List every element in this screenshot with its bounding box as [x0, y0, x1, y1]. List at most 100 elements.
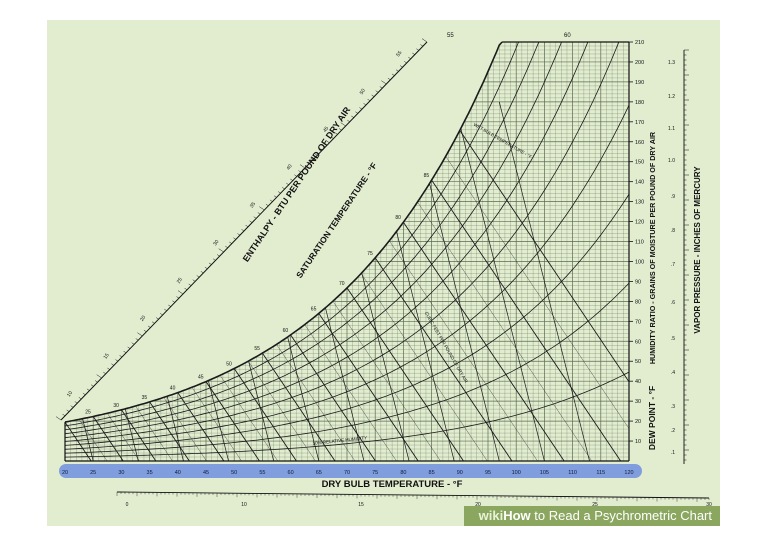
dew-point-label: DEW POINT - °F	[647, 386, 657, 450]
x-tick-label: 40	[175, 470, 181, 476]
specific-volume-line	[498, 101, 590, 461]
enthalpy-tick	[408, 56, 411, 60]
vapor-pressure-tick-label: 1.3	[668, 60, 675, 66]
y-tick-label: 210	[635, 40, 644, 46]
dry-bulb-axis-highlight	[59, 464, 642, 478]
relative-humidity-label: 10% RELATIVE HUMIDITY	[312, 435, 367, 446]
y-tick-label: 100	[635, 259, 644, 265]
enthalpy-tick	[404, 61, 407, 64]
wikihow-watermark: wikiHow to Read a Psychrometric Chart	[464, 506, 720, 526]
y-tick-label: 130	[635, 200, 644, 206]
enthalpy-tick-label: 30	[212, 239, 220, 247]
saturation-tick-label: 25	[85, 409, 91, 415]
wet-bulb-minor-line	[445, 156, 629, 461]
wet-bulb-line	[459, 130, 629, 461]
psychrometric-chart-figure: 20 25 30 35 40 45 50 55 60 65 70 75 80 85 90 95 100 105 11…	[47, 20, 720, 526]
bottom-scale-tick-label: 10	[241, 502, 247, 508]
enthalpy-tick	[371, 94, 375, 97]
enthalpy-tick	[412, 52, 415, 55]
y-tick-label: 30	[635, 399, 641, 405]
wet-bulb-line	[92, 416, 124, 461]
watermark-title: to Read a Psychrometric Chart	[534, 508, 712, 523]
relative-humidity-curve	[65, 371, 629, 458]
wet-bulb-minor-line	[135, 405, 173, 461]
enthalpy-tick	[330, 136, 334, 139]
enthalpy-tick	[421, 38, 428, 43]
saturation-temperature-label: SATURATION TEMPERATURE - °F	[294, 161, 379, 280]
y-tick-label: 10	[635, 439, 641, 445]
x-tick-label: 120	[624, 470, 633, 476]
saturation-tick-label: 60	[283, 328, 289, 334]
enthalpy-tick	[310, 157, 314, 160]
relative-humidity-curve	[65, 282, 629, 454]
enthalpy-tick	[168, 304, 171, 307]
enthalpy-tick	[314, 153, 318, 156]
enthalpy-tick	[208, 262, 212, 265]
saturation-tick-label: 30	[113, 403, 119, 409]
y-tick-label: 50	[635, 359, 641, 365]
enthalpy-tick	[218, 248, 224, 253]
x-tick-label: 45	[203, 470, 209, 476]
enthalpy-tick	[294, 174, 298, 177]
enthalpy-tick	[387, 77, 391, 81]
bottom-scale-tick-label: 30	[706, 502, 712, 508]
enthalpy-tick	[74, 401, 78, 404]
bottom-scale-tick-label: 0	[126, 502, 129, 508]
y-tick-label: 70	[635, 319, 641, 325]
wet-bulb-minor-line	[276, 344, 356, 461]
wet-bulb-minor-line	[417, 201, 592, 461]
top-tick-55: 55	[447, 33, 454, 39]
wet-bulb-line	[290, 334, 376, 461]
enthalpy-tick-label: 45	[322, 125, 330, 133]
x-tick-label: 105	[540, 470, 549, 476]
enthalpy-tick	[135, 338, 139, 341]
enthalpy-tick	[391, 73, 395, 76]
x-tick-label: 65	[316, 470, 322, 476]
vapor-pressure-tick-label: 1.2	[668, 94, 675, 100]
enthalpy-tick	[375, 90, 379, 93]
enthalpy-tick	[322, 145, 326, 148]
enthalpy-tick	[334, 132, 338, 135]
enthalpy-tick-label: 15	[103, 352, 111, 360]
enthalpy-tick-label: 35	[249, 201, 257, 209]
enthalpy-tick-label: 40	[286, 163, 294, 171]
x-tick-label: 115	[596, 470, 605, 476]
watermark-brand-wiki: wiki	[478, 508, 504, 523]
wet-bulb-minor-line	[304, 324, 397, 461]
enthalpy-tick	[160, 313, 163, 316]
wet-bulb-line	[431, 179, 622, 461]
enthalpy-tick	[225, 245, 228, 249]
psychrometric-chart: 20 25 30 35 40 45 50 55 60 65 70 75 80 85 90 95 100 105 11…	[55, 33, 712, 508]
enthalpy-tick	[245, 224, 249, 228]
enthalpy-tick	[363, 103, 367, 106]
enthalpy-tick	[265, 203, 269, 207]
wet-bulb-line	[233, 368, 297, 461]
enthalpy-tick	[229, 241, 232, 244]
x-tick-label: 20	[62, 470, 68, 476]
vapor-pressure-label: VAPOR PRESSURE - INCHES OF MERCURY	[693, 166, 702, 334]
enthalpy-tick	[282, 187, 285, 190]
wet-bulb-line	[318, 313, 419, 461]
enthalpy-tick	[78, 397, 82, 400]
saturation-tick-label: 80	[395, 215, 401, 221]
x-axis-label: DRY BULB TEMPERATURE - °F	[322, 479, 463, 490]
enthalpy-tick	[237, 233, 241, 236]
enthalpy-tick	[86, 388, 90, 391]
enthalpy-label: ENTHALPY - BTU PER POUND OF DRY AIR	[241, 105, 353, 264]
bottom-scale-tick-label: 15	[358, 502, 364, 508]
enthalpy-tick	[155, 317, 159, 320]
wet-bulb-label: WET BULB TEMPERATURE - °F	[473, 122, 533, 160]
enthalpy-tick	[96, 374, 102, 379]
relative-humidity-curve	[65, 193, 629, 450]
wet-bulb-line	[149, 401, 190, 461]
enthalpy-tick	[127, 346, 131, 349]
y-tick-label: 180	[635, 100, 644, 106]
bottom-scale-tick-label: 20	[475, 502, 481, 508]
x-tick-label: 80	[400, 470, 406, 476]
enthalpy-tick	[286, 182, 289, 186]
y-tick-label: 150	[635, 160, 644, 166]
x-tick-label: 85	[429, 470, 435, 476]
vapor-pressure-tick-label: .4	[671, 370, 675, 376]
enthalpy-tick	[164, 308, 167, 312]
enthalpy-tick	[416, 48, 420, 51]
